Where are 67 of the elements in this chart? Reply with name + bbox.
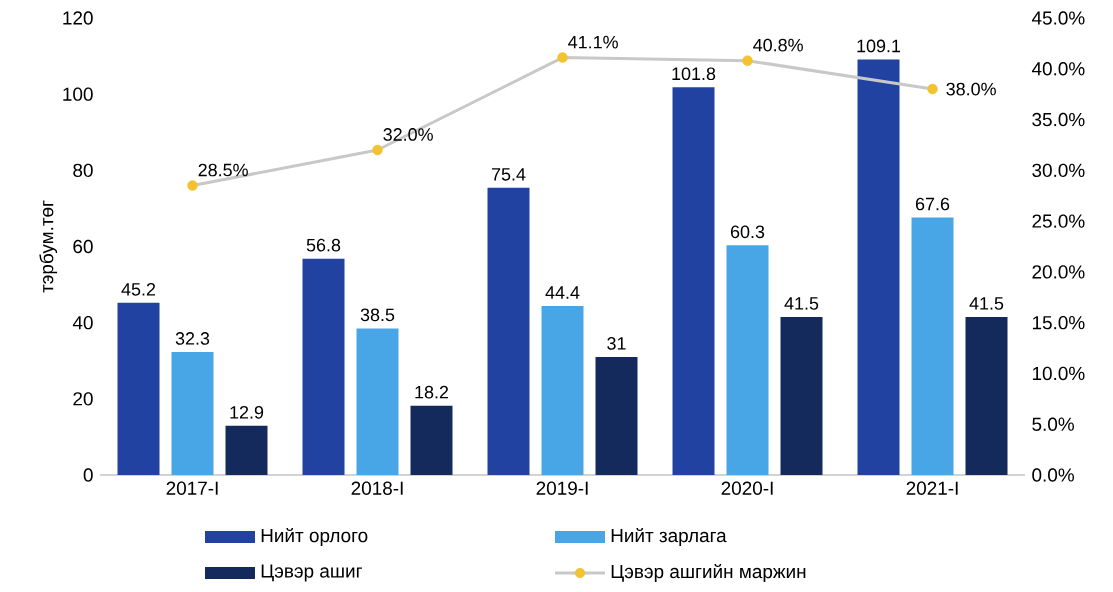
bar [726, 245, 769, 475]
y2-tick-label: 20.0% [1032, 265, 1085, 279]
data-label: 44.4 [545, 286, 580, 299]
bar [672, 87, 715, 475]
data-label: 56.8 [306, 238, 341, 252]
data-label: 18.2 [415, 385, 449, 399]
legend-label: Нийт орлого [261, 528, 368, 546]
y-axis-title: тэрбум.төг [39, 200, 58, 293]
data-label: 45.2 [121, 282, 156, 296]
data-label: 41.5 [784, 297, 819, 310]
y-tick-label: 80 [73, 163, 93, 178]
legend-label: Цэвэр ашгийн маржин [611, 564, 806, 582]
point [927, 83, 938, 95]
bar [171, 351, 214, 475]
y-tick-label: 0 [83, 468, 93, 482]
y2-tick-label: 30.0% [1032, 163, 1085, 178]
y2-tick-label: 25.0% [1032, 214, 1085, 228]
legend-label: Цэвэр ашиг [261, 564, 362, 582]
y2-tick-label: 0.0% [1032, 468, 1074, 482]
bar [356, 328, 399, 475]
bar [780, 316, 823, 475]
data-label: 40.8% [753, 38, 803, 52]
data-label: 32.3 [175, 332, 210, 345]
y2-tick-label: 10.0% [1032, 366, 1085, 381]
y-tick-label: 100 [63, 87, 93, 101]
data-label: 41.5 [969, 297, 1004, 310]
data-label: 109.1 [857, 39, 901, 53]
y-tick-label: 20 [73, 392, 93, 406]
data-label: 41.1% [568, 35, 618, 49]
bar [410, 405, 453, 475]
x-tick-label: 2018-I [351, 481, 403, 495]
bar [595, 356, 638, 475]
data-label: 31 [607, 337, 626, 350]
bar [541, 305, 584, 475]
x-tick-label: 2017-I [166, 481, 218, 495]
y2-tick-label: 5.0% [1032, 417, 1074, 431]
y2-tick-label: 40.0% [1031, 62, 1085, 76]
x-tick-label: 2021-I [906, 481, 958, 495]
bar [302, 258, 345, 475]
y-tick-label: 40 [72, 315, 93, 330]
point [742, 55, 753, 66]
data-label: 28.5% [198, 163, 248, 177]
data-label: 32.0% [383, 128, 433, 141]
data-label: 60.3 [730, 225, 765, 239]
bar [487, 187, 530, 475]
x-tick-label: 2020-I [721, 481, 773, 495]
data-label: 38.5 [360, 308, 395, 322]
bar [117, 302, 160, 475]
bar [965, 316, 1008, 475]
bar [225, 425, 268, 475]
y-tick-label: 60 [73, 239, 93, 254]
bar [857, 59, 900, 475]
y2-tick-label: 15.0% [1032, 315, 1085, 330]
data-label: 67.6 [915, 197, 950, 211]
data-label: 12.9 [230, 405, 264, 419]
legend-label: Нийт зарлага [611, 528, 727, 546]
data-label: 101.8 [672, 67, 716, 81]
point [557, 52, 568, 63]
bar [911, 217, 954, 475]
y2-tick-label: 45.0% [1031, 11, 1085, 25]
y2-tick-label: 35.0% [1032, 112, 1085, 127]
y-tick-label: 120 [63, 11, 93, 25]
data-label: 38.0% [946, 82, 996, 96]
point [187, 180, 198, 191]
point [372, 144, 383, 156]
x-tick-label: 2019-I [536, 481, 588, 495]
data-label: 75.4 [491, 168, 526, 181]
